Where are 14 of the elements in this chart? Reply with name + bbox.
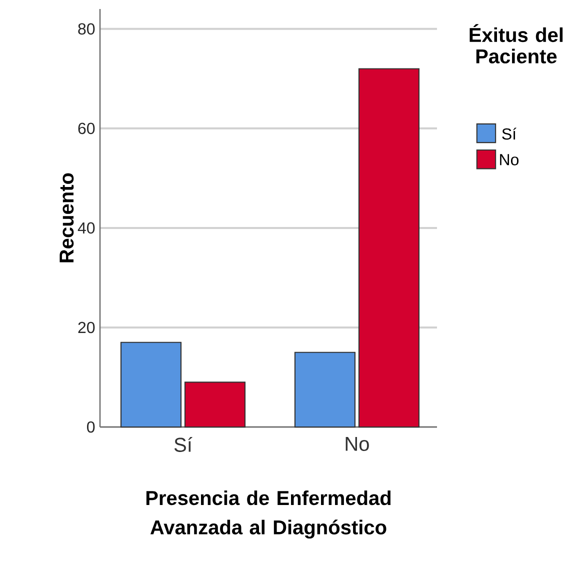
bar xyxy=(358,68,420,428)
legend-label: No xyxy=(500,154,519,166)
y-tick-label: 0 xyxy=(87,421,95,433)
y-tick-label: 20 xyxy=(78,322,95,334)
x-axis-title: Presencia de Enfermedad Avanzada al Diagnóstico xyxy=(146,490,391,539)
y-tick-label: 40 xyxy=(78,222,95,234)
bar xyxy=(184,382,246,428)
y-tick-label: 60 xyxy=(78,122,95,134)
bar xyxy=(294,352,356,428)
legend-title: Éxitus del Paciente xyxy=(470,24,563,64)
y-axis-title: Recuento xyxy=(60,173,74,262)
bar xyxy=(120,342,182,428)
y-tick-label: 80 xyxy=(78,23,95,35)
legend-label: Sí xyxy=(502,128,517,140)
